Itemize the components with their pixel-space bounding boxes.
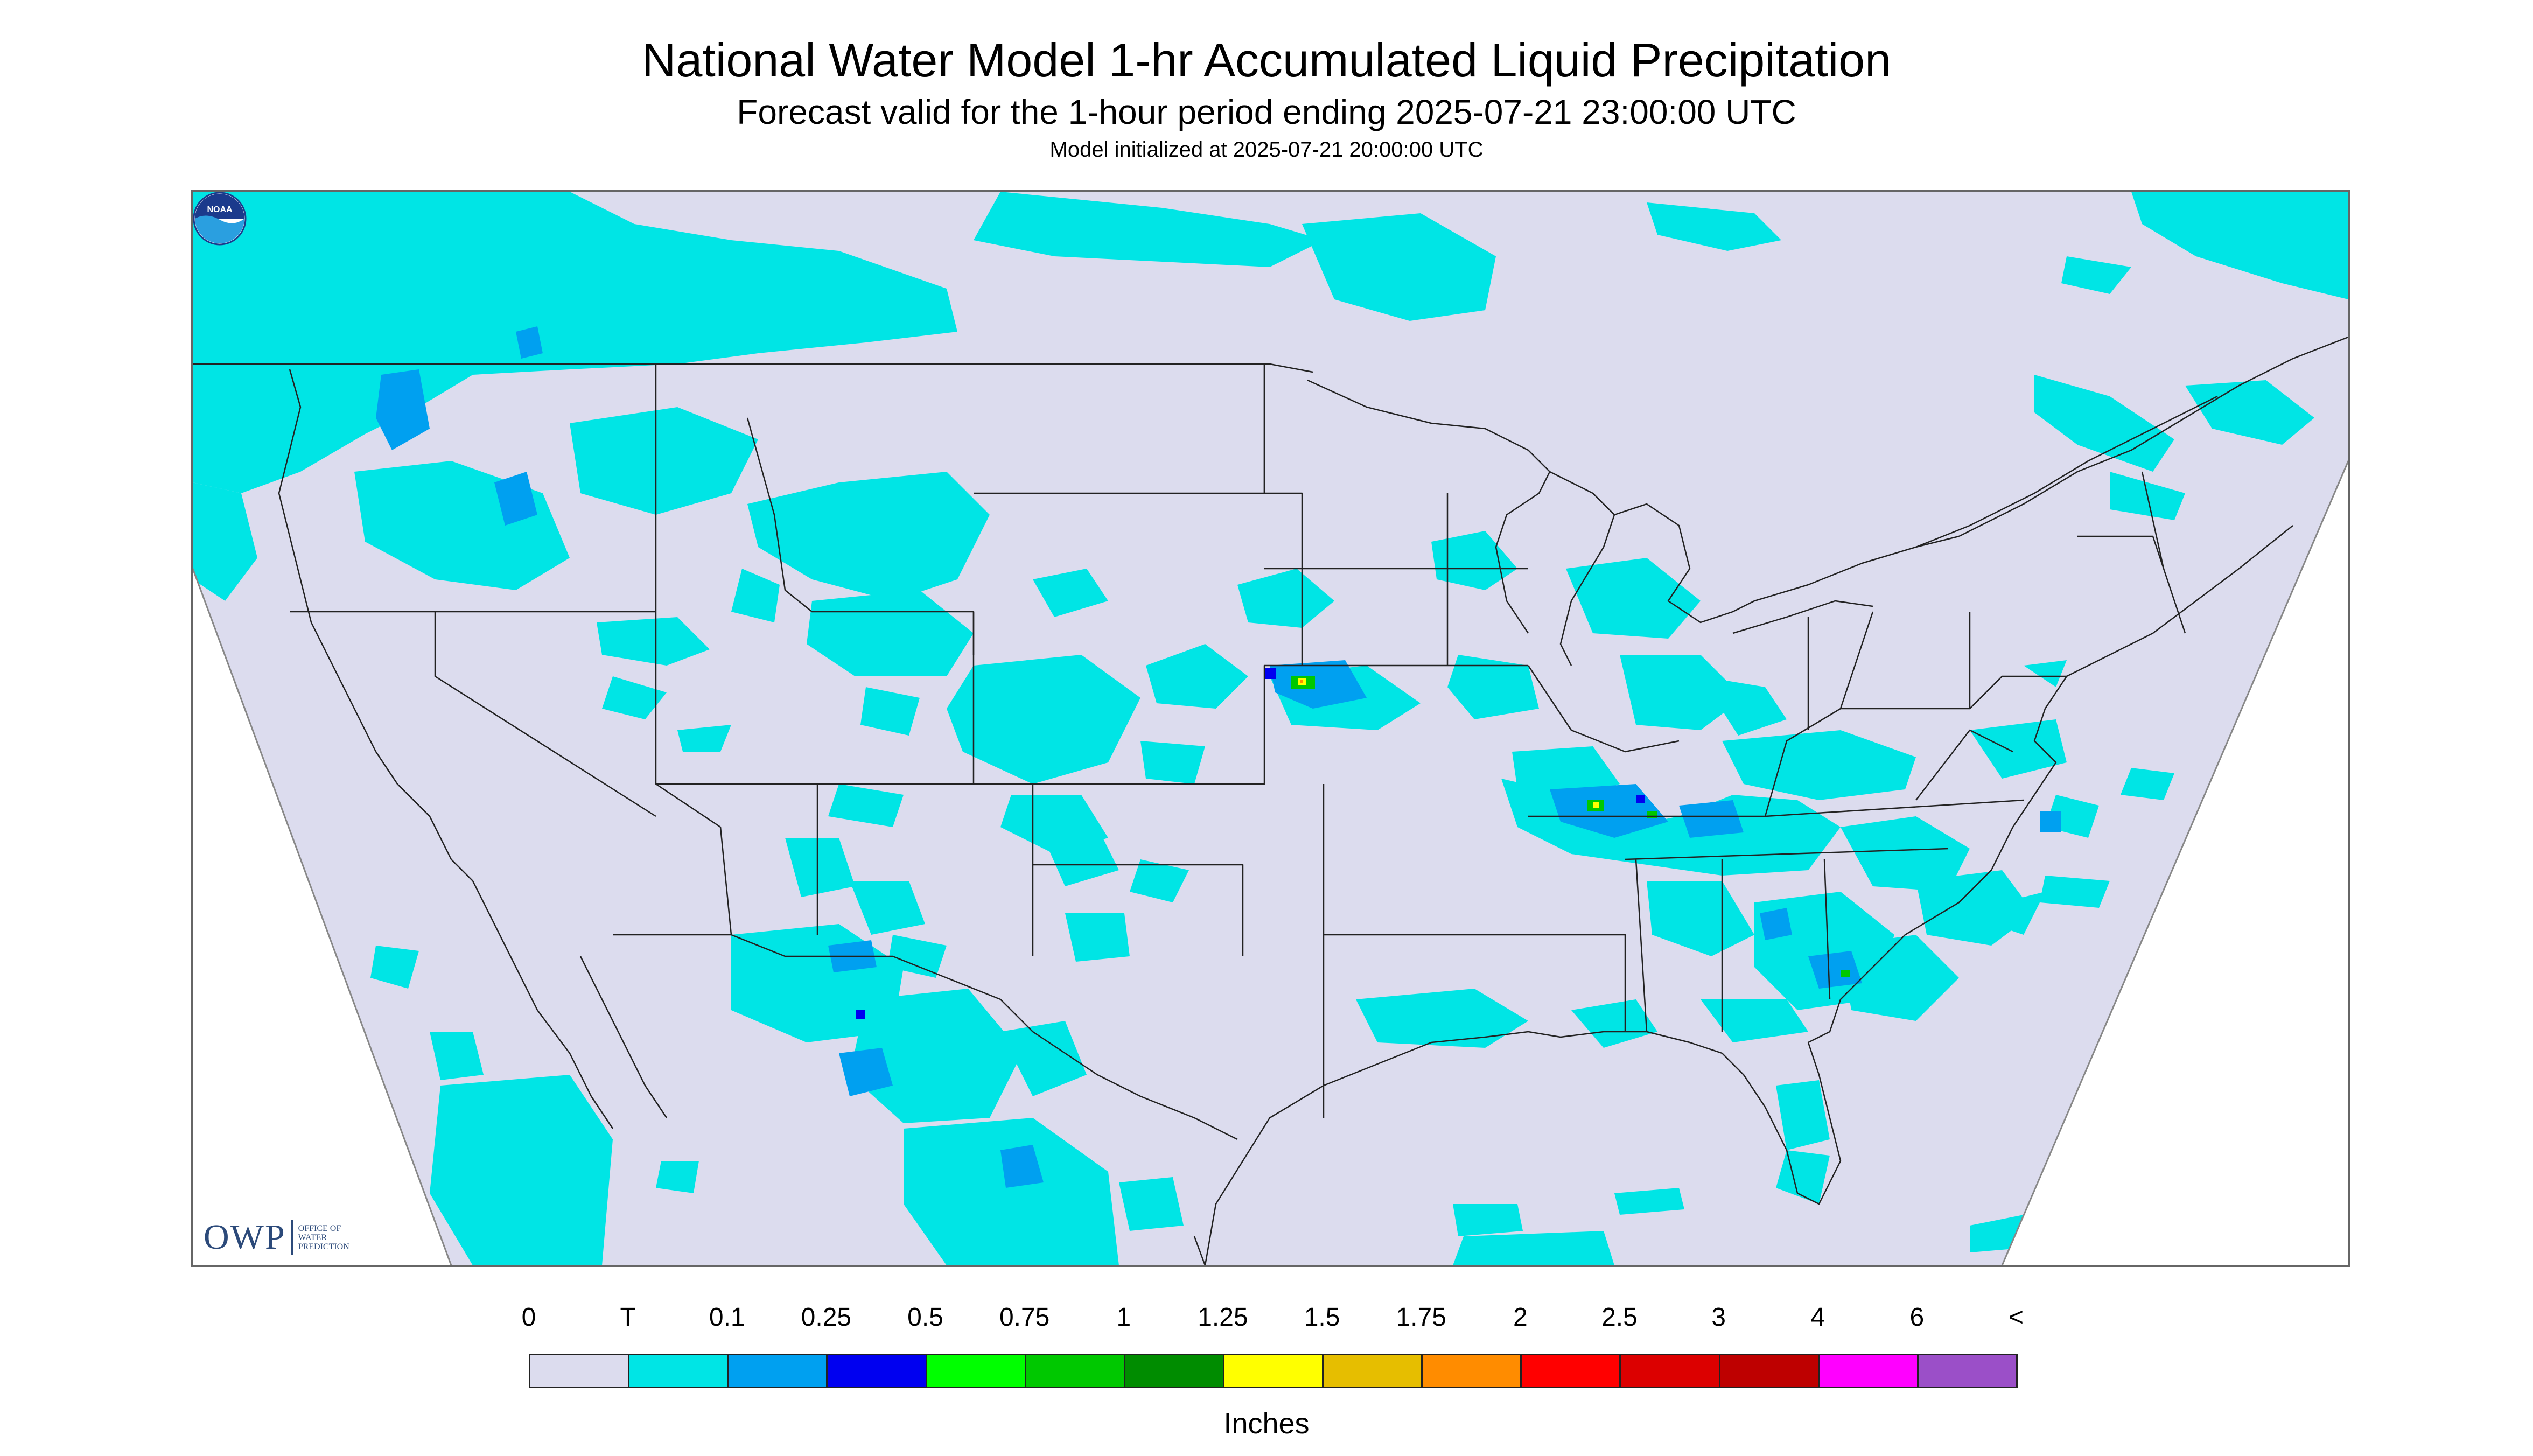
legend-tick-label: 0.25 [801,1303,852,1332]
legend-swatch [1123,1354,1224,1388]
model-init-text: Model initialized at 2025-07-21 20:00:00… [1049,138,1484,162]
svg-text:NOAA: NOAA [207,205,233,214]
legend-tick-label: < [2008,1303,2024,1332]
legend-tick-label: 1.75 [1396,1303,1446,1332]
map-title: National Water Model 1-hr Accumulated Li… [641,33,1892,87]
map-subtitle: Forecast valid for the 1-hour period end… [737,93,1796,131]
legend-swatch [1916,1354,2018,1388]
legend-swatch [826,1354,927,1388]
legend-tick-label: 6 [1909,1303,1925,1332]
legend-swatch [628,1354,729,1388]
legend-swatch [1718,1354,1820,1388]
legend-tick-label: 0.5 [907,1303,943,1332]
owp-logo-text: OWP [204,1217,286,1257]
legend-tick-label: 0.1 [709,1303,745,1332]
map-canvas [193,192,2348,1265]
legend-swatch [1817,1354,1919,1388]
legend-tick-label: 1 [1116,1303,1131,1332]
owp-logo-subtext: OFFICE OF WATER PREDICTION [298,1223,349,1251]
precipitation-field [193,192,2348,1265]
legend-swatch [529,1354,630,1388]
legend-swatch [1322,1354,1423,1388]
legend-swatch [1619,1354,1720,1388]
legend-tick-label: T [620,1303,636,1332]
legend-swatch [727,1354,828,1388]
noaa-logo-icon: NOAA [193,192,247,246]
legend-tick-label: 4 [1810,1303,1825,1332]
legend-units-label: Inches [1223,1408,1310,1440]
legend-tick-label: 0 [521,1303,536,1332]
legend-swatch [1222,1354,1324,1388]
legend-swatch [1421,1354,1522,1388]
legend-tick-label: 0.75 [999,1303,1050,1332]
precipitation-map: OWP OFFICE OF WATER PREDICTION NOAA [191,190,2350,1267]
legend-swatch [925,1354,1026,1388]
legend-swatch [1024,1354,1125,1388]
legend-swatch [1520,1354,1621,1388]
coastlines-and-borders [193,336,2348,1265]
legend-tick-label: 2 [1513,1303,1528,1332]
legend-tick-label: 2.5 [1601,1303,1638,1332]
owp-logo: OWP OFFICE OF WATER PREDICTION [204,1217,368,1258]
legend-tick-label: 3 [1711,1303,1726,1332]
legend-tick-label: 1.25 [1198,1303,1248,1332]
legend-tick-label: 1.5 [1304,1303,1340,1332]
